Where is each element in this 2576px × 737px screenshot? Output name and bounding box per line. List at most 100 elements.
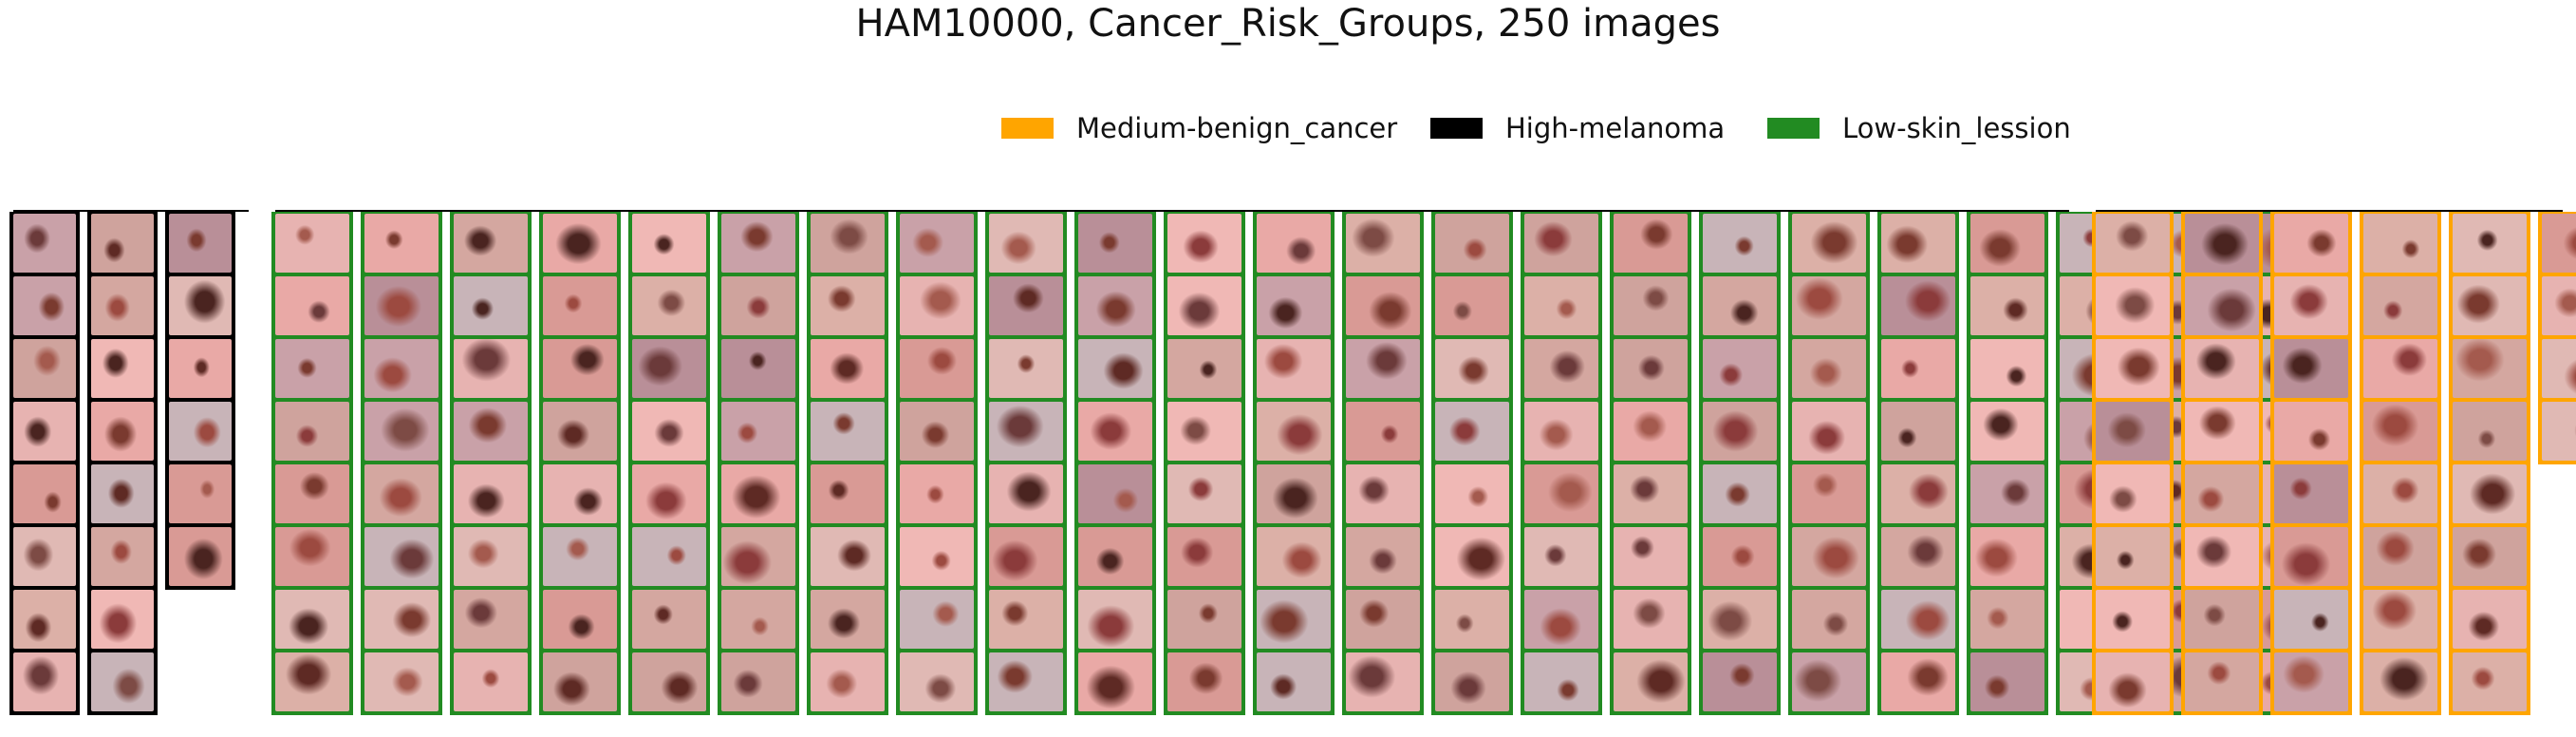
- lesion-thumbnail: [1524, 527, 1598, 586]
- legend-label-high: High-melanoma: [1505, 112, 1726, 144]
- lesion-thumbnail: [454, 527, 528, 586]
- lesion-thumbnail: [1078, 214, 1152, 273]
- lesion-thumbnail: [1435, 339, 1509, 398]
- lesion-thumbnail: [1257, 590, 1331, 649]
- lesion-thumbnail: [811, 339, 885, 398]
- lesion-thumbnail: [364, 339, 439, 398]
- lesion-thumbnail: [632, 214, 706, 273]
- lesion-thumbnail: [1614, 339, 1688, 398]
- lesion-thumbnail: [1346, 590, 1420, 649]
- lesion-thumbnail: [632, 652, 706, 711]
- lesion-thumbnail: [2274, 527, 2348, 586]
- lesion-thumbnail: [1614, 527, 1688, 586]
- lesion-thumbnail: [1970, 652, 2044, 711]
- lesion-thumbnail: [989, 527, 1063, 586]
- panel-low-skin-lession: [271, 210, 2316, 727]
- lesion-thumbnail: [1614, 464, 1688, 523]
- lesion-thumbnail: [13, 402, 76, 461]
- lesion-thumbnail: [91, 652, 154, 711]
- lesion-thumbnail: [1614, 402, 1688, 461]
- lesion-thumbnail: [2096, 527, 2170, 586]
- lesion-thumbnail: [275, 214, 349, 273]
- lesion-thumbnail: [2453, 590, 2527, 649]
- lesion-thumbnail: [1167, 527, 1241, 586]
- lesion-thumbnail: [1703, 339, 1777, 398]
- lesion-thumbnail: [632, 527, 706, 586]
- lesion-thumbnail: [1167, 402, 1241, 461]
- lesion-thumbnail: [2453, 402, 2527, 461]
- legend-label-low: Low-skin_lession: [1842, 112, 2071, 144]
- lesion-thumbnail: [1435, 402, 1509, 461]
- lesion-thumbnail: [91, 464, 154, 523]
- lesion-thumbnail: [1703, 402, 1777, 461]
- legend-swatch-high: [1430, 118, 1483, 139]
- lesion-thumbnail: [1346, 214, 1420, 273]
- lesion-thumbnail: [91, 276, 154, 335]
- lesion-thumbnail: [1703, 214, 1777, 273]
- lesion-thumbnail: [2185, 464, 2259, 523]
- lesion-thumbnail: [2363, 276, 2437, 335]
- lesion-thumbnail: [1435, 214, 1509, 273]
- lesion-thumbnail: [2096, 276, 2170, 335]
- lesion-thumbnail: [13, 652, 76, 711]
- lesion-thumbnail: [1524, 652, 1598, 711]
- legend-item-low: Low-skin_lession: [1767, 112, 2071, 144]
- lesion-thumbnail: [811, 464, 885, 523]
- lesion-thumbnail: [169, 527, 232, 586]
- lesion-thumbnail: [13, 276, 76, 335]
- lesion-thumbnail: [169, 276, 232, 335]
- lesion-thumbnail: [989, 652, 1063, 711]
- lesion-thumbnail: [900, 339, 974, 398]
- lesion-thumbnail: [2274, 276, 2348, 335]
- lesion-thumbnail: [1792, 276, 1866, 335]
- lesion-thumbnail: [275, 339, 349, 398]
- lesion-thumbnail: [900, 464, 974, 523]
- lesion-thumbnail: [2185, 339, 2259, 398]
- lesion-thumbnail: [1703, 652, 1777, 711]
- lesion-thumbnail: [169, 464, 232, 523]
- lesion-thumbnail: [275, 464, 349, 523]
- lesion-thumbnail: [1435, 276, 1509, 335]
- lesion-thumbnail: [989, 214, 1063, 273]
- lesion-thumbnail: [2363, 339, 2437, 398]
- lesion-thumbnail: [1257, 214, 1331, 273]
- lesion-thumbnail: [1167, 214, 1241, 273]
- lesion-thumbnail: [454, 652, 528, 711]
- lesion-thumbnail: [1078, 527, 1152, 586]
- lesion-thumbnail: [454, 402, 528, 461]
- lesion-thumbnail: [2274, 590, 2348, 649]
- lesion-thumbnail: [1703, 527, 1777, 586]
- lesion-thumbnail: [1257, 527, 1331, 586]
- lesion-thumbnail: [900, 527, 974, 586]
- lesion-thumbnail: [543, 590, 617, 649]
- lesion-thumbnail: [1078, 276, 1152, 335]
- lesion-thumbnail: [364, 276, 439, 335]
- lesion-thumbnail: [1257, 276, 1331, 335]
- lesion-thumbnail: [1792, 590, 1866, 649]
- lesion-thumbnail: [364, 464, 439, 523]
- figure-title: HAM10000, Cancer_Risk_Groups, 250 images: [855, 2, 1721, 46]
- lesion-thumbnail: [1257, 652, 1331, 711]
- lesion-thumbnail: [632, 402, 706, 461]
- lesion-thumbnail: [721, 402, 795, 461]
- lesion-thumbnail: [275, 276, 349, 335]
- lesion-thumbnail: [1524, 276, 1598, 335]
- lesion-thumbnail: [1792, 464, 1866, 523]
- panel-top-rule: [275, 210, 2069, 212]
- lesion-thumbnail: [1435, 527, 1509, 586]
- lesion-thumbnail: [454, 276, 528, 335]
- lesion-thumbnail: [91, 590, 154, 649]
- lesion-thumbnail: [1257, 402, 1331, 461]
- lesion-thumbnail: [2274, 402, 2348, 461]
- lesion-thumbnail: [2274, 339, 2348, 398]
- legend-item-medium: Medium-benign_cancer: [1001, 112, 1397, 144]
- lesion-thumbnail: [1167, 590, 1241, 649]
- lesion-thumbnail: [543, 276, 617, 335]
- lesion-thumbnail: [1524, 590, 1598, 649]
- lesion-thumbnail: [454, 590, 528, 649]
- lesion-thumbnail: [811, 276, 885, 335]
- lesion-thumbnail: [1614, 652, 1688, 711]
- lesion-thumbnail: [1435, 464, 1509, 523]
- lesion-thumbnail: [811, 590, 885, 649]
- panel-top-rule: [2096, 210, 2563, 212]
